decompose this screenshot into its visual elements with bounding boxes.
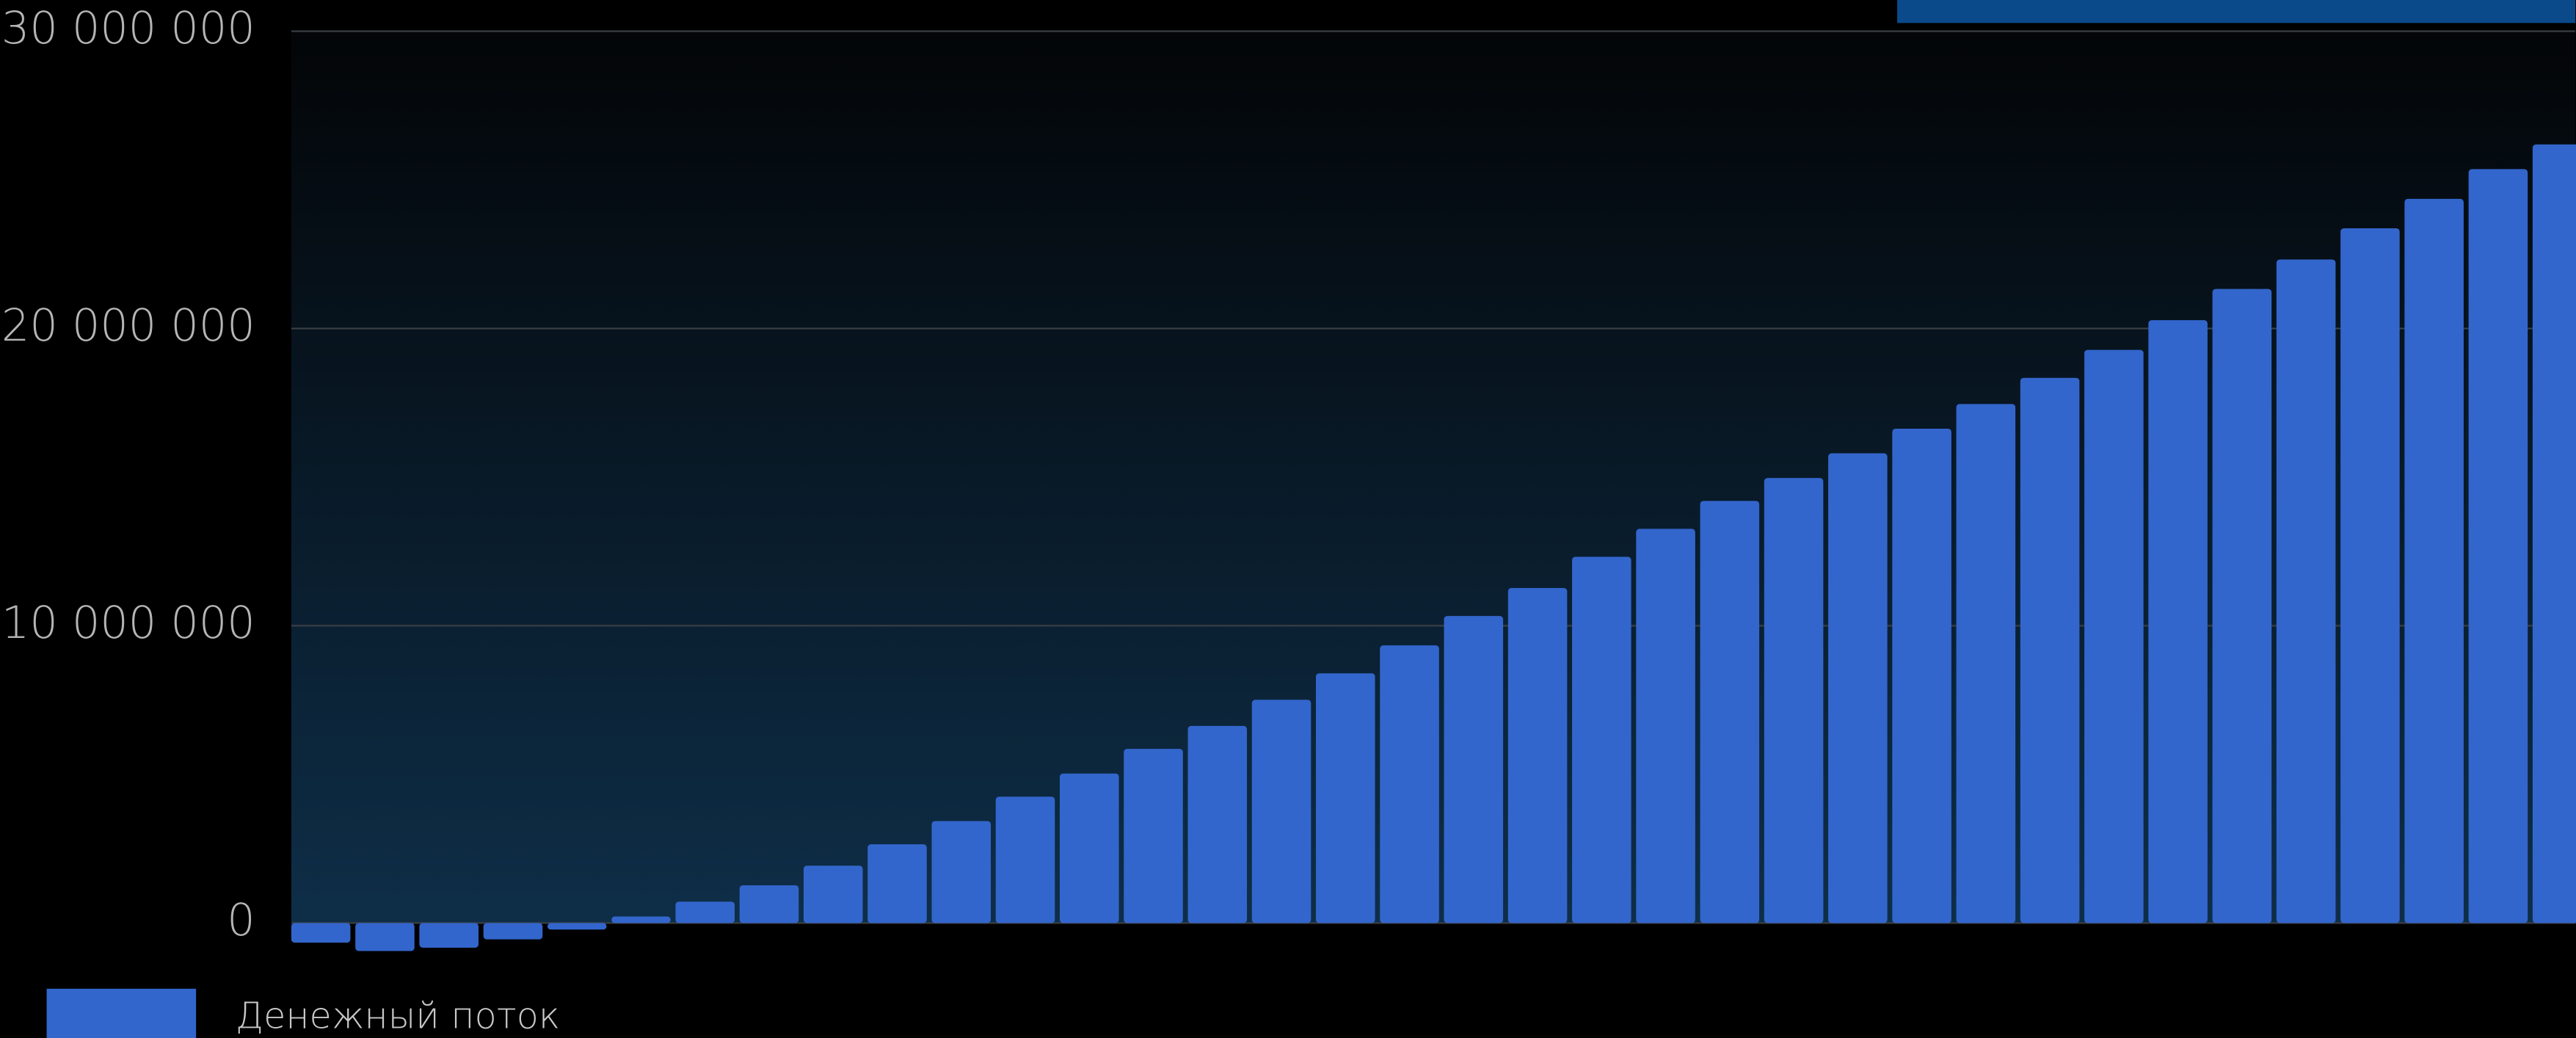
bar — [1380, 645, 1439, 923]
bar — [1828, 453, 1888, 923]
bar — [1251, 700, 1311, 923]
header-bar — [1897, 0, 2576, 23]
bar — [739, 885, 799, 923]
bar — [2276, 259, 2336, 923]
bar — [995, 796, 1055, 923]
bar — [1572, 556, 1631, 923]
bar — [291, 923, 351, 943]
bar — [1764, 478, 1824, 923]
bar — [2532, 144, 2576, 923]
bar — [1060, 773, 1119, 923]
bar — [2340, 228, 2400, 923]
bar — [1700, 501, 1760, 923]
bar — [2212, 288, 2272, 923]
legend-label: Денежный поток — [236, 995, 560, 1037]
labels: 0 10 000 000 20 000 000 30 000 000 Денежный … — [1, 3, 560, 1038]
bar — [803, 865, 863, 923]
bar — [1507, 587, 1568, 923]
bar — [611, 916, 671, 923]
y-tick-label: 10 000 000 — [1, 598, 255, 649]
bar — [1187, 725, 1248, 923]
y-tick-label: 0 — [227, 895, 255, 946]
bar — [931, 821, 992, 923]
bars — [291, 144, 2576, 951]
bar — [355, 923, 415, 951]
bar — [1124, 749, 1183, 923]
bar — [2084, 349, 2144, 923]
y-tick-label: 30 000 000 — [1, 3, 255, 54]
bar — [2148, 320, 2208, 923]
bar — [867, 844, 927, 923]
bar — [1636, 529, 1695, 923]
bar — [2020, 377, 2080, 923]
bar — [1956, 404, 2016, 923]
bar — [1892, 428, 1951, 923]
bar — [547, 923, 607, 930]
bar — [1444, 616, 1504, 923]
bar — [419, 923, 479, 948]
bar — [2404, 198, 2464, 923]
bar — [483, 923, 543, 940]
bar — [1316, 673, 1375, 923]
legend-swatch — [46, 988, 197, 1038]
bar — [675, 901, 735, 923]
y-tick-label: 20 000 000 — [1, 300, 255, 352]
bar — [2468, 169, 2528, 923]
